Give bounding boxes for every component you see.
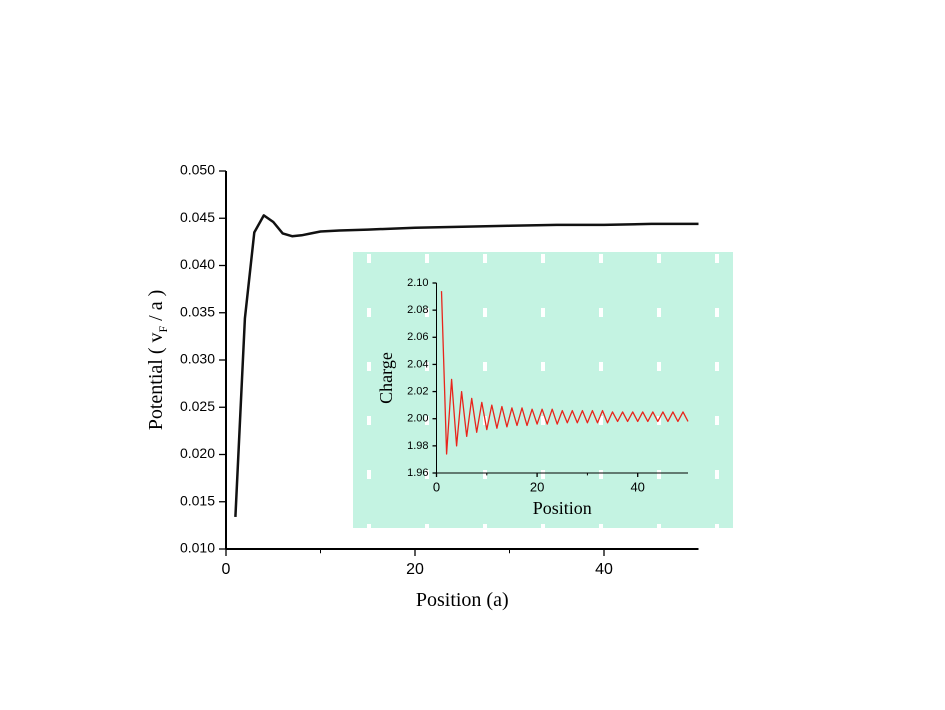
x-axis-label: Position [533, 498, 592, 518]
y-tick-label: 0.050 [180, 162, 215, 178]
y-axis-label-part: / a ) [145, 290, 167, 326]
x-tick-label: 0 [433, 479, 440, 494]
y-tick-label: 0.045 [180, 209, 215, 225]
data-line [440, 291, 689, 455]
x-axis-label: Position (a) [416, 589, 509, 611]
y-axis-label-part: F [156, 326, 170, 333]
y-tick-label: 2.08 [407, 304, 428, 316]
x-tick-label: 0 [222, 561, 231, 578]
y-tick-label: 1.98 [407, 440, 428, 452]
x-tick-label: 20 [530, 479, 544, 494]
y-axis-label: Potential ( vF / a ) [145, 290, 170, 431]
data-line [234, 214, 699, 517]
y-tick-label: 0.010 [180, 540, 215, 556]
y-tick-label: 0.020 [180, 445, 215, 461]
y-tick-label: 1.96 [407, 467, 428, 479]
y-tick-label: 0.025 [180, 398, 215, 414]
y-tick-label: 0.035 [180, 303, 215, 319]
x-tick-label: 40 [630, 479, 644, 494]
y-axis-label: Charge [376, 352, 396, 404]
y-tick-label: 0.015 [180, 492, 215, 508]
y-tick-label: 2.00 [407, 413, 428, 425]
y-tick-label: 2.10 [407, 277, 428, 289]
y-tick-label: 2.06 [407, 331, 428, 343]
y-tick-label: 0.030 [180, 351, 215, 367]
x-tick-label: 20 [406, 561, 424, 578]
y-axis-label-part: Charge [376, 352, 396, 404]
x-tick-label: 40 [595, 561, 613, 578]
y-tick-label: 2.04 [407, 358, 428, 370]
y-tick-label: 2.02 [407, 385, 428, 397]
inset-pattern [353, 252, 733, 528]
y-axis-label-part: Potential ( v [145, 333, 167, 431]
y-tick-label: 0.040 [180, 256, 215, 272]
